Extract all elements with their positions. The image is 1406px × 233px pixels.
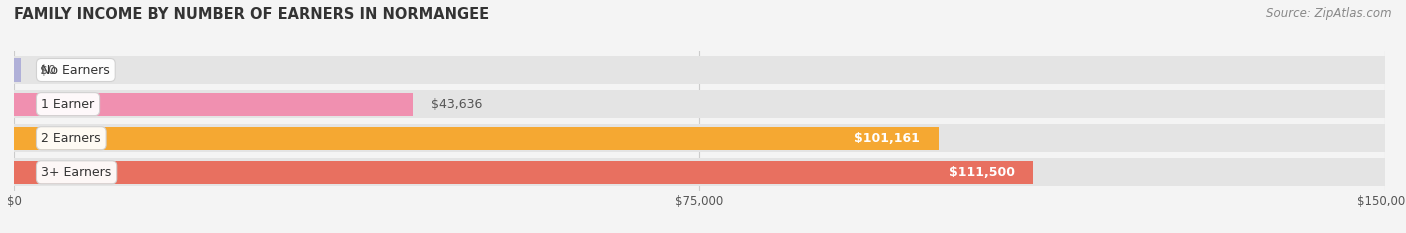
- Bar: [14, 161, 1033, 184]
- Text: $101,161: $101,161: [855, 132, 921, 145]
- Bar: [14, 124, 1385, 152]
- Text: 3+ Earners: 3+ Earners: [42, 166, 111, 179]
- Text: No Earners: No Earners: [42, 64, 110, 76]
- Text: 1 Earner: 1 Earner: [42, 98, 94, 111]
- Bar: [14, 127, 939, 150]
- Text: 2 Earners: 2 Earners: [42, 132, 101, 145]
- Bar: [14, 58, 21, 82]
- Text: $0: $0: [39, 64, 56, 76]
- Text: $43,636: $43,636: [432, 98, 482, 111]
- Text: FAMILY INCOME BY NUMBER OF EARNERS IN NORMANGEE: FAMILY INCOME BY NUMBER OF EARNERS IN NO…: [14, 7, 489, 22]
- Bar: [14, 56, 1385, 84]
- Bar: [14, 93, 413, 116]
- Text: Source: ZipAtlas.com: Source: ZipAtlas.com: [1267, 7, 1392, 20]
- Bar: [14, 90, 1385, 118]
- Text: $111,500: $111,500: [949, 166, 1015, 179]
- Bar: [14, 158, 1385, 186]
